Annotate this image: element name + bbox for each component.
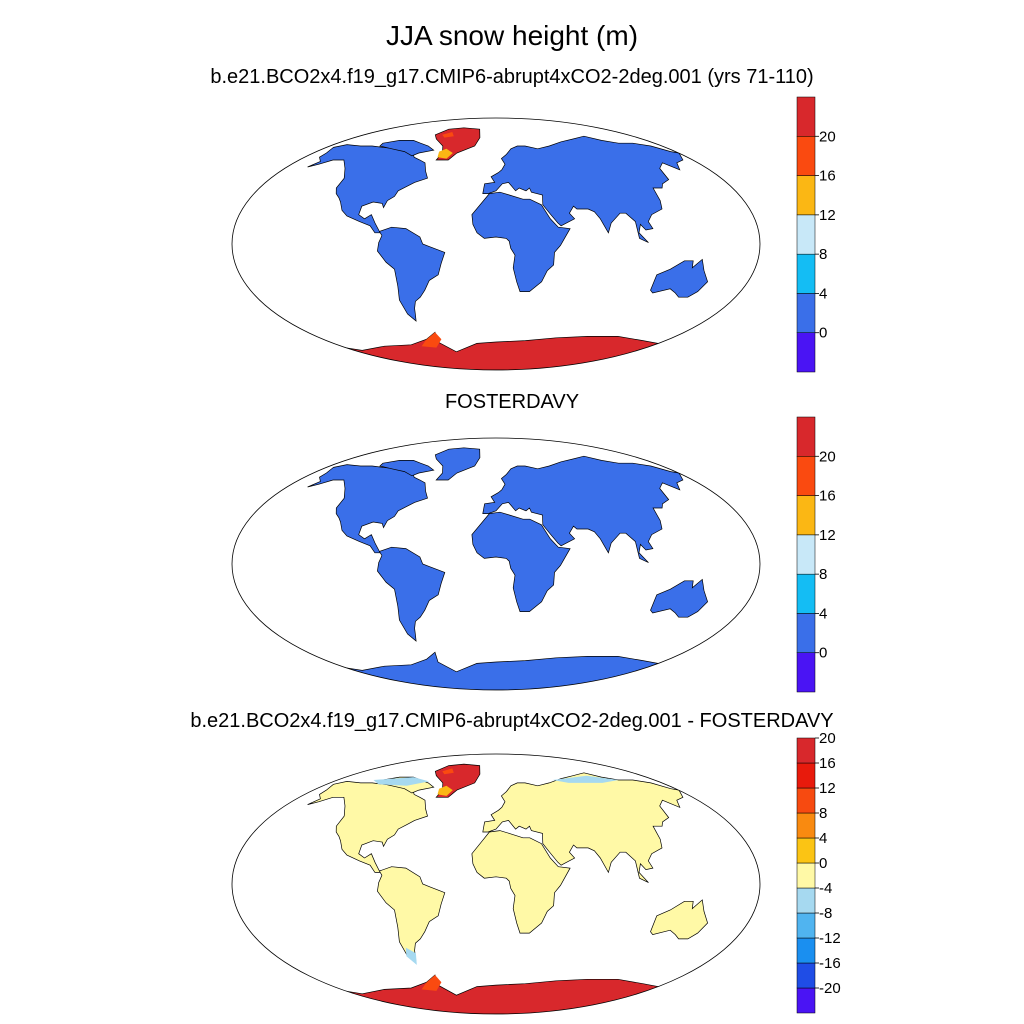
land-australia	[650, 578, 708, 618]
colorbar-label: 12	[819, 780, 836, 797]
panel-2-colorbar: 0 4 8 12 16 20	[796, 416, 836, 693]
greenland-edge	[437, 148, 453, 159]
colorbar-label: 0	[819, 325, 827, 342]
land-europe-asia	[482, 455, 684, 563]
colorbar-swatch	[796, 175, 816, 216]
land-south-america	[377, 226, 446, 322]
colorbar-label: 0	[819, 645, 827, 662]
colorbar-swatch	[796, 96, 816, 137]
colorbar-swatch	[796, 812, 816, 839]
land-south-america	[377, 546, 446, 642]
greenland-edge	[442, 132, 454, 138]
map-border	[231, 437, 761, 691]
land-australia	[650, 899, 708, 940]
panel-1-colorbar: 0 4 8 12 16 20	[796, 96, 836, 373]
land-europe-asia	[482, 135, 684, 243]
colorbar-swatch	[796, 573, 816, 614]
colorbar-label: 16	[819, 168, 836, 185]
colorbar-swatch	[796, 737, 816, 764]
colorbar-swatch	[796, 416, 816, 457]
colorbar-swatch	[796, 136, 816, 176]
colorbar-label: -20	[819, 980, 841, 997]
negative-patch	[552, 775, 619, 783]
colorbar-swatch	[796, 762, 816, 789]
colorbar-swatch	[796, 456, 816, 496]
colorbar-swatch	[796, 214, 816, 255]
colorbar-swatch	[796, 332, 816, 373]
colorbar-swatch	[796, 987, 816, 1014]
land-canada-islands	[379, 140, 435, 157]
colorbar-swatch	[796, 652, 816, 693]
map-border	[231, 117, 761, 371]
panel-1-title: b.e21.BCO2x4.f19_g17.CMIP6-abrupt4xCO2-2…	[210, 66, 814, 88]
colorbar-swatch	[796, 534, 816, 575]
antarctic-peninsula	[421, 975, 442, 991]
colorbar-swatch	[796, 253, 816, 294]
colorbar-swatch	[796, 837, 816, 864]
colorbar-label: 20	[819, 730, 836, 747]
colorbar-label: -8	[819, 905, 832, 922]
negative-patch	[405, 947, 417, 965]
colorbar-swatch	[796, 962, 816, 989]
colorbar-swatch	[796, 495, 816, 536]
land-europe-asia	[482, 772, 684, 883]
land-africa	[471, 191, 571, 292]
panel-3-title: b.e21.BCO2x4.f19_g17.CMIP6-abrupt4xCO2-2…	[190, 710, 834, 732]
land-canada-islands	[379, 460, 435, 477]
colorbar-label: 4	[819, 285, 827, 302]
greenland-edge	[437, 785, 453, 796]
colorbar-label: 8	[819, 805, 827, 822]
panel-1-map	[231, 117, 761, 371]
colorbar-swatch	[796, 912, 816, 939]
panel-3-map	[231, 753, 761, 1015]
colorbar-swatch	[796, 293, 816, 333]
colorbar-label: 8	[819, 566, 827, 583]
land-australia	[650, 258, 708, 298]
panel-2-title: FOSTERDAVY	[444, 391, 580, 413]
colorbar-label: 0	[819, 855, 827, 872]
antarctic-peninsula	[421, 332, 442, 348]
colorbar-label: 8	[819, 246, 827, 263]
map-border	[231, 753, 761, 1015]
colorbar-label: 20	[819, 448, 836, 465]
colorbar-swatch	[796, 613, 816, 653]
panel-2-map	[231, 437, 761, 691]
land-africa	[471, 830, 571, 934]
colorbar-label: 16	[819, 488, 836, 505]
colorbar-swatch	[796, 862, 816, 889]
figure-title: JJA snow height (m)	[385, 20, 639, 51]
colorbar-label: 12	[819, 527, 836, 544]
land-greenland	[434, 447, 481, 481]
greenland-edge	[442, 768, 454, 775]
colorbar-label: 16	[819, 755, 836, 772]
colorbar-label: -16	[819, 955, 841, 972]
colorbar-swatch	[796, 887, 816, 914]
colorbar-label: 4	[819, 830, 827, 847]
panel-3-colorbar: -20 -16 -12 -8 -4 0 4 8 12 16 20	[796, 730, 841, 1014]
colorbar-label: -12	[819, 930, 841, 947]
negative-patch	[373, 777, 430, 786]
colorbar-label: 12	[819, 207, 836, 224]
colorbar-label: -4	[819, 880, 832, 897]
land-south-america	[377, 866, 446, 965]
colorbar-swatch	[796, 787, 816, 814]
colorbar-swatch	[796, 937, 816, 964]
colorbar-label: 20	[819, 128, 836, 145]
colorbar-label: 4	[819, 605, 827, 622]
land-africa	[471, 511, 571, 612]
